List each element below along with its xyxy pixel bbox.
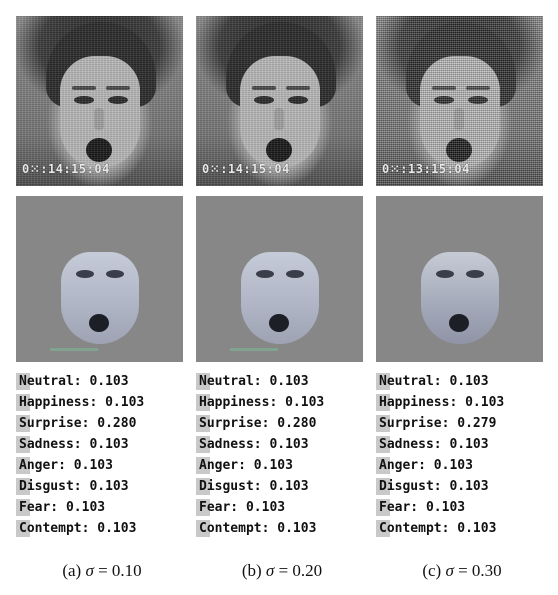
score-neutral: Neutral: 0.103 — [196, 371, 309, 392]
emotion-scores: Neutral: 0.103 Happiness: 0.103 Surprise… — [196, 371, 368, 539]
score-anger: Anger: 0.103 — [376, 455, 473, 476]
score-sadness: Sadness: 0.103 — [196, 434, 309, 455]
score-contempt: Contempt: 0.103 — [16, 518, 136, 539]
score-surprise: Surprise: 0.280 — [16, 413, 136, 434]
score-disgust: Disgust: 0.103 — [16, 476, 129, 497]
open-mouth — [86, 138, 112, 162]
score-contempt: Contempt: 0.103 — [376, 518, 496, 539]
score-surprise: Surprise: 0.280 — [196, 413, 316, 434]
right-eye — [288, 96, 308, 104]
score-anger: Anger: 0.103 — [16, 455, 113, 476]
left-eye — [74, 96, 94, 104]
score-contempt: Contempt: 0.103 — [196, 518, 316, 539]
score-disgust: Disgust: 0.103 — [196, 476, 309, 497]
reconstructed-face — [196, 196, 363, 362]
left-eye — [254, 96, 274, 104]
left-eye — [434, 96, 454, 104]
noisy-face-photo: 0⁙:13:15:04 — [376, 16, 543, 186]
panel-caption: (c) σ = 0.30 — [422, 561, 502, 580]
score-happiness: Happiness: 0.103 — [196, 392, 324, 413]
video-timestamp: 0⁙:13:15:04 — [382, 162, 470, 176]
video-timestamp: 0⁙:14:15:04 — [202, 162, 290, 176]
noisy-face-photo: 0⁙:14:15:04 — [16, 16, 183, 186]
emotion-scores: Neutral: 0.103 Happiness: 0.103 Surprise… — [376, 371, 548, 539]
score-sadness: Sadness: 0.103 — [376, 434, 489, 455]
score-neutral: Neutral: 0.103 — [376, 371, 489, 392]
score-happiness: Happiness: 0.103 — [16, 392, 144, 413]
reconstructed-face — [376, 196, 543, 362]
score-fear: Fear: 0.103 — [376, 497, 465, 518]
score-sadness: Sadness: 0.103 — [16, 434, 129, 455]
panel-caption: (a) σ = 0.10 — [62, 561, 142, 580]
score-disgust: Disgust: 0.103 — [376, 476, 489, 497]
open-mouth — [446, 138, 472, 162]
noisy-face-photo: 0⁙:14:15:04 — [196, 16, 363, 186]
score-anger: Anger: 0.103 — [196, 455, 293, 476]
score-happiness: Happiness: 0.103 — [376, 392, 504, 413]
video-timestamp: 0⁙:14:15:04 — [22, 162, 110, 176]
score-fear: Fear: 0.103 — [16, 497, 105, 518]
right-eye — [108, 96, 128, 104]
right-eye — [468, 96, 488, 104]
panel-caption: (b) σ = 0.20 — [241, 561, 323, 580]
score-fear: Fear: 0.103 — [196, 497, 285, 518]
reconstructed-face — [16, 196, 183, 362]
open-mouth — [266, 138, 292, 162]
score-neutral: Neutral: 0.103 — [16, 371, 129, 392]
emotion-scores: Neutral: 0.103 Happiness: 0.103 Surprise… — [16, 371, 188, 539]
score-surprise: Surprise: 0.279 — [376, 413, 496, 434]
